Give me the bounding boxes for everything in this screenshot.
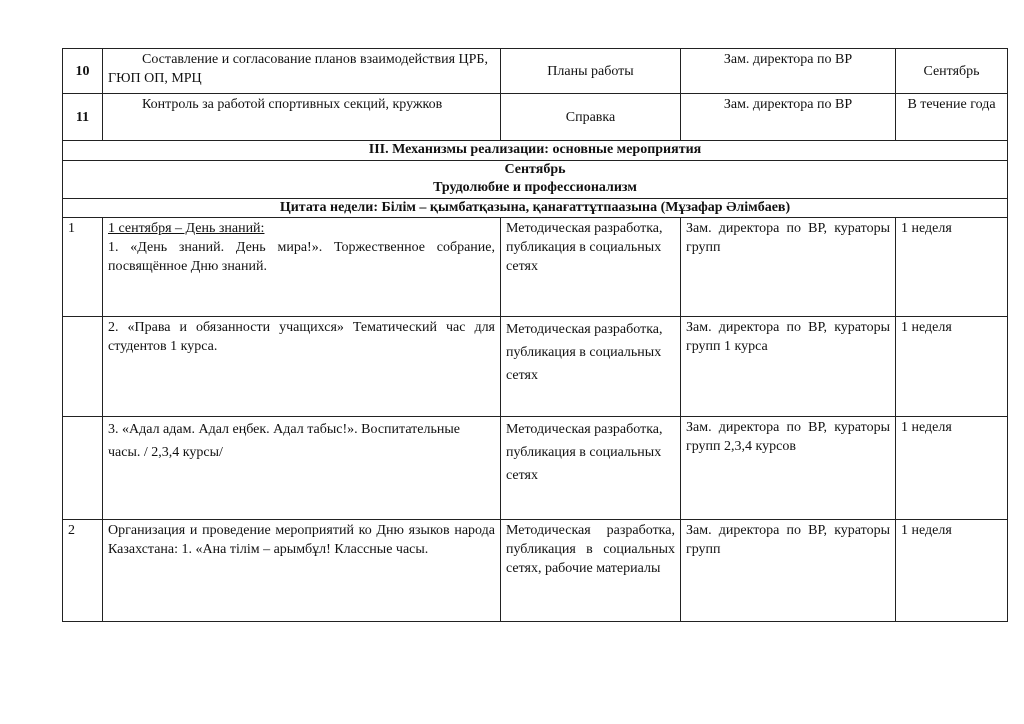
event-text: 3. «Адал адам. Адал еңбек. Адал табыс!».… [102, 416, 501, 520]
row-number: 10 [62, 48, 103, 94]
row-number: 1 [62, 217, 103, 317]
form-cell: Методическая разработка, публикация в со… [500, 519, 681, 622]
table-row: 10 Составление и согласование планов вза… [62, 48, 1008, 94]
form-cell: Методическая разработка, публикация в со… [500, 316, 681, 417]
month-title: Сентябрь [504, 162, 566, 177]
event-text: Организация и проведение мероприятий ко … [102, 519, 501, 622]
table-row: 1 1 сентября – День знаний: 1. «День знан… [62, 217, 1008, 317]
term-cell: 1 неделя [895, 416, 1008, 520]
row-number [62, 416, 103, 520]
term-cell: 1 неделя [895, 217, 1008, 317]
responsible-cell: Зам. директора по ВР, кураторы групп [680, 217, 896, 317]
row-number: 11 [62, 93, 103, 141]
table-row: 2 Организация и проведение мероприятий к… [62, 519, 1008, 622]
theme-title: Трудолюбие и профессионализм [433, 180, 637, 195]
form-cell: Методическая разработка, публикация в со… [500, 416, 681, 520]
month-header: Сентябрь Трудолюбие и профессионализм [62, 160, 1008, 199]
event-text: 2. «Права и обязанности учащихся» Темати… [102, 316, 501, 417]
plan-table: 10 Составление и согласование планов вза… [62, 48, 1008, 622]
row-number [62, 316, 103, 417]
section-title: III. Механизмы реализации: основные меро… [62, 140, 1008, 161]
term-cell: Сентябрь [895, 48, 1008, 94]
event-text: Составление и согласование планов взаимо… [102, 48, 501, 94]
event-heading: 1 сентября – День знаний: [108, 221, 265, 236]
term-cell: В течение года [895, 93, 1008, 141]
responsible-cell: Зам. директора по ВР, кураторы групп 1 к… [680, 316, 896, 417]
responsible-cell: Зам. директора по ВР, кураторы групп 2,3… [680, 416, 896, 520]
table-row: 11 Контроль за работой спортивных секций… [62, 93, 1008, 141]
event-text: Контроль за работой спортивных секций, к… [102, 93, 501, 141]
table-row: 2. «Права и обязанности учащихся» Темати… [62, 316, 1008, 417]
form-cell: Планы работы [500, 48, 681, 94]
table-row: 3. «Адал адам. Адал еңбек. Адал табыс!».… [62, 416, 1008, 520]
quote-of-week: Цитата недели: Білім – қымбатқазына, қан… [62, 198, 1008, 218]
responsible-cell: Зам. директора по ВР, кураторы групп [680, 519, 896, 622]
term-cell: 1 неделя [895, 316, 1008, 417]
event-text: 1. «День знаний. День мира!». Торжествен… [108, 240, 495, 274]
form-cell: Справка [500, 93, 681, 141]
responsible-cell: Зам. директора по ВР [680, 48, 896, 94]
row-number: 2 [62, 519, 103, 622]
responsible-cell: Зам. директора по ВР [680, 93, 896, 141]
form-cell: Методическая разработка, публикация в со… [500, 217, 681, 317]
term-cell: 1 неделя [895, 519, 1008, 622]
